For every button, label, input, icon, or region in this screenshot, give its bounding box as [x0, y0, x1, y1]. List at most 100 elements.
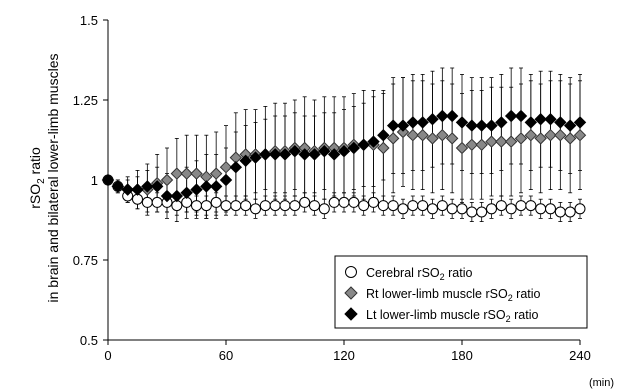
- data-point-s1: [504, 135, 518, 148]
- legend-box: [334, 255, 588, 329]
- x-tick-label: 180: [451, 348, 473, 363]
- y-axis-title-line2: in brain and bilateral lower-limb muscle…: [45, 54, 61, 303]
- data-point-s1: [475, 138, 488, 152]
- legend-label-cerebral: Cerebral rSO2 ratio: [366, 266, 472, 282]
- data-point-s0: [328, 196, 340, 208]
- data-point-s2: [554, 116, 567, 129]
- data-point-s0: [476, 206, 488, 218]
- data-point-s0: [387, 200, 399, 212]
- x-tick-label: 240: [569, 348, 591, 363]
- legend-item-lt: Lt lower-limb muscle rSO2 ratio: [344, 307, 538, 324]
- data-point-s0: [436, 200, 448, 212]
- data-point-s1: [190, 167, 203, 180]
- data-point-s1: [465, 138, 479, 152]
- data-point-s2: [406, 116, 420, 129]
- data-point-s2: [504, 109, 518, 123]
- data-point-s1: [534, 132, 547, 145]
- data-point-s2: [386, 119, 400, 132]
- data-point-s2: [209, 180, 223, 193]
- data-point-s2: [495, 116, 508, 129]
- legend-label-rt: Rt lower-limb muscle rSO2 ratio: [366, 287, 541, 303]
- data-point-s0: [191, 200, 202, 212]
- data-point-s0: [397, 203, 409, 215]
- data-point-s1: [485, 135, 498, 148]
- data-point-s2: [190, 183, 203, 196]
- y-tick-label: 1: [91, 173, 98, 188]
- data-point-s0: [466, 206, 478, 218]
- legend-marker-cerebral: [345, 266, 357, 278]
- data-point-s1: [209, 167, 223, 180]
- data-point-s2: [259, 148, 272, 161]
- data-point-s0: [259, 200, 271, 212]
- y-axis-title-line1: rSO2 ratio: [27, 147, 47, 209]
- data-point-s2: [436, 109, 449, 123]
- data-point-s2: [170, 189, 184, 203]
- data-point-s0: [446, 203, 458, 215]
- data-point-s2: [377, 128, 390, 142]
- data-point-s2: [485, 119, 498, 132]
- data-point-s1: [416, 128, 429, 142]
- data-point-s2: [150, 180, 164, 193]
- data-point-s0: [427, 203, 438, 215]
- data-point-s0: [210, 196, 222, 208]
- data-point-s1: [160, 173, 174, 187]
- data-point-s0: [515, 200, 527, 212]
- data-point-s1: [426, 132, 439, 145]
- x-axis-ticks: 0 60 120 180 240: [104, 340, 591, 363]
- data-point-s1: [406, 128, 420, 142]
- data-point-s1: [563, 132, 577, 145]
- y-axis-title: rSO2 ratio in brain and bilateral lower-…: [27, 54, 61, 303]
- data-point-s0: [486, 203, 497, 215]
- data-point-s2: [426, 112, 439, 126]
- data-point-s0: [348, 196, 360, 208]
- data-point-s1: [514, 132, 528, 145]
- data-point-s2: [298, 148, 311, 161]
- data-point-s0: [407, 200, 419, 212]
- data-point-s0: [377, 200, 389, 212]
- data-point-s2: [131, 183, 144, 196]
- data-point-s2: [121, 183, 134, 196]
- y-tick-label: 1.5: [80, 13, 98, 28]
- data-point-s0: [200, 200, 212, 212]
- data-point-s2: [573, 116, 587, 129]
- data-point-s1: [170, 167, 184, 180]
- data-point-s0: [545, 203, 556, 215]
- data-point-s0: [269, 200, 281, 212]
- data-markers: [101, 109, 587, 218]
- data-point-s2: [475, 119, 488, 132]
- data-point-s0: [250, 203, 261, 215]
- data-point-s1: [219, 160, 233, 174]
- data-point-s1: [377, 141, 390, 155]
- data-point-s2: [524, 116, 538, 129]
- data-point-s0: [220, 200, 232, 212]
- data-point-s0: [240, 200, 252, 212]
- data-point-s2: [278, 148, 292, 161]
- data-point-s0: [318, 203, 330, 215]
- data-point-s2: [465, 119, 479, 132]
- data-point-s2: [327, 148, 341, 161]
- data-point-s1: [495, 135, 508, 148]
- data-point-s1: [544, 128, 557, 142]
- y-tick-label: 0.75: [73, 253, 98, 268]
- data-point-s2: [347, 141, 361, 155]
- data-point-s0: [417, 200, 429, 212]
- data-point-s2: [445, 109, 459, 123]
- data-point-s2: [239, 154, 252, 168]
- y-tick-label: 0.5: [80, 333, 98, 348]
- data-point-s2: [544, 112, 557, 126]
- data-point-s0: [505, 203, 517, 215]
- data-point-s0: [535, 203, 547, 215]
- legend-marker-rt: [344, 286, 358, 300]
- data-point-s1: [524, 128, 538, 142]
- data-point-s2: [219, 173, 233, 187]
- data-point-s2: [288, 144, 302, 158]
- data-point-s1: [386, 132, 400, 145]
- data-point-s1: [554, 128, 567, 142]
- legend-marker-lt: [344, 307, 358, 321]
- data-point-s2: [337, 144, 351, 158]
- data-point-s1: [436, 128, 449, 142]
- data-point-s2: [367, 135, 380, 148]
- x-tick-label: 60: [219, 348, 233, 363]
- data-point-s2: [141, 180, 154, 193]
